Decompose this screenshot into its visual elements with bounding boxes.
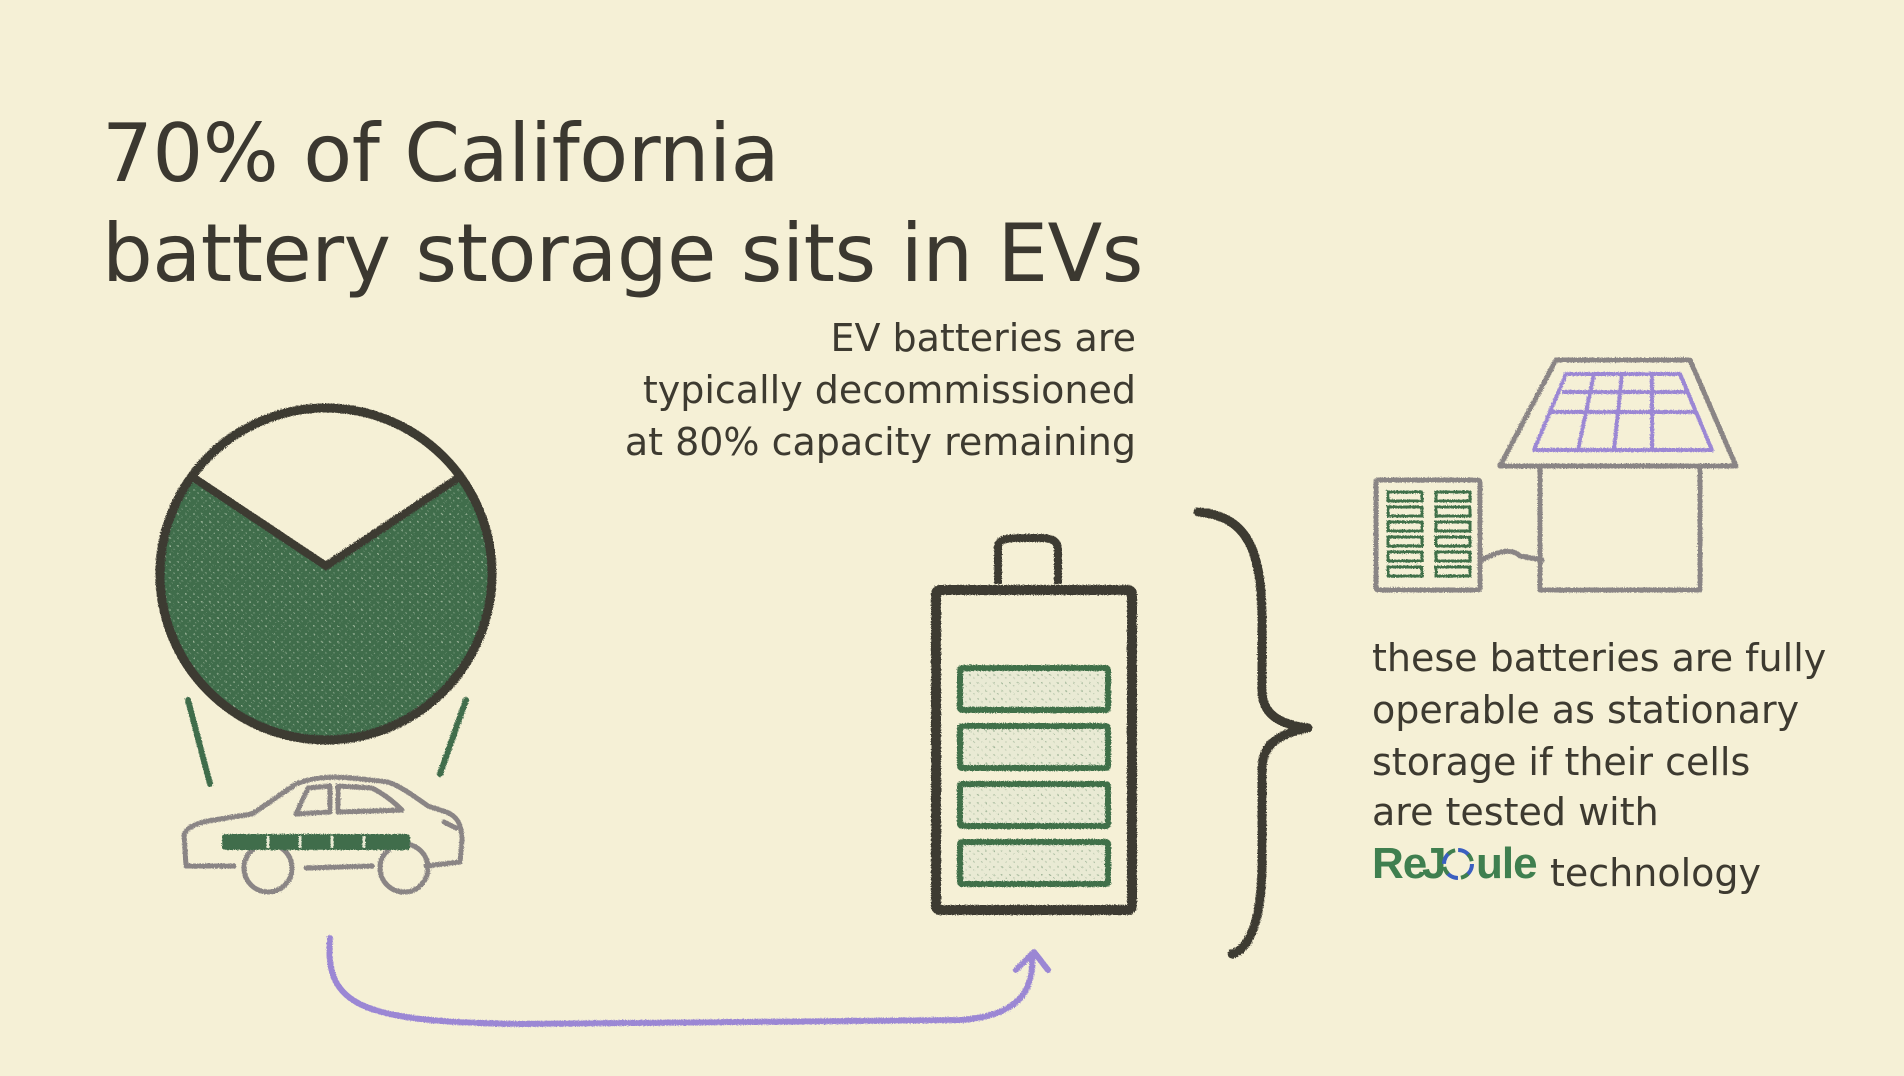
battery-cells [957,665,1111,887]
decommission-note-line-2: typically decommissioned [642,368,1136,412]
rejoule-logo: Re J ule [1372,839,1538,886]
rejoule-logo-right: ule [1476,839,1537,886]
rack-cell [1434,535,1472,548]
pie-connector-lines [185,697,469,787]
house-icon [1497,357,1739,593]
rack-cell [1386,535,1424,548]
rack-cell [1386,520,1424,533]
rack-cell [1386,565,1424,578]
rejoule-logo-j: J [1422,839,1445,886]
battery-rack-icon [1373,477,1545,593]
page-title-line-2: battery storage sits in EVs [102,207,1143,300]
battery-cell [957,839,1111,887]
technology-label: technology [1550,851,1762,895]
pie-chart-icon [155,403,497,745]
stationary-note-line-5: Re J ule technology [1372,838,1761,899]
page-title-line-1: 70% of California [102,107,780,200]
rack-cell [1434,550,1472,563]
rack-cell [1386,550,1424,563]
rack-cell [1386,490,1424,503]
decommission-note-line-3: at 80% capacity remaining [624,420,1136,464]
stationary-note-line-2: operable as stationary [1372,688,1800,732]
rack-cell [1434,490,1472,503]
rack-cell [1434,505,1472,518]
stationary-note-line-1: these batteries are fully [1372,636,1827,680]
stationary-note-line-3: storage if their cells [1372,740,1751,784]
ev-share-slice [159,476,493,740]
rack-cell [1386,505,1424,518]
rack-cell [1434,520,1472,533]
pie-divider-line [187,472,465,571]
solar-panel-icon [1532,372,1714,452]
rejoule-logo-left: Re [1372,839,1426,886]
battery-cell [957,665,1111,713]
rack-cell [1434,565,1472,578]
arrow-icon [326,935,1051,1027]
car-battery-pack [222,834,410,850]
decommission-note-line-1: EV batteries are [830,316,1136,360]
recycle-o-icon [1442,848,1474,880]
battery-cell [957,723,1111,771]
battery-icon [931,534,1137,915]
stationary-note-line-4: are tested with [1372,790,1659,834]
brace-icon [1193,507,1313,959]
battery-cell [957,781,1111,829]
rack-cells [1386,490,1472,578]
